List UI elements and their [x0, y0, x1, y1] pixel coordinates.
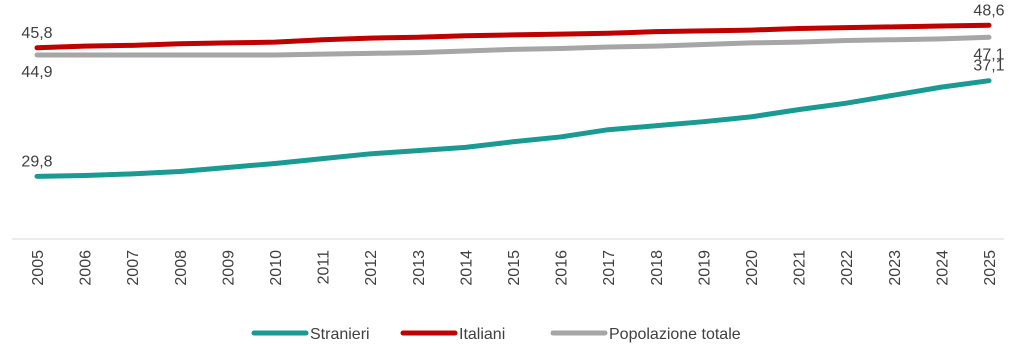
- x-tick-label: 2022: [839, 250, 856, 286]
- x-axis-tick-labels: 2005 2006 2007 2008 2009 2010 2011 2012 2013 2014…: [30, 250, 999, 286]
- x-tick-label: 2012: [363, 250, 380, 286]
- data-label: 48,6: [973, 2, 1004, 19]
- data-labels: 29,8 37,1 45,8 48,6 44,9 47,1: [21, 2, 1004, 170]
- data-label: 47,1: [973, 46, 1004, 63]
- series-line-italiani: [34, 22, 992, 51]
- x-tick-label: 2014: [458, 250, 475, 286]
- x-tick-label: 2019: [696, 250, 713, 286]
- x-tick-label: 2016: [554, 250, 571, 286]
- x-tick-label: 2010: [268, 250, 285, 286]
- data-label: 29,8: [21, 153, 52, 170]
- data-label: 45,8: [21, 25, 52, 42]
- x-tick-label: 2024: [934, 250, 951, 286]
- x-tick-label: 2015: [506, 250, 523, 286]
- x-tick-label: 2005: [30, 250, 47, 286]
- legend-label: Stranieri: [310, 326, 370, 343]
- x-tick-label: 2007: [125, 250, 142, 286]
- data-label: 44,9: [21, 64, 52, 81]
- legend: Stranieri Italiani Popolazione totale: [251, 326, 741, 343]
- x-tick-label: 2006: [78, 250, 95, 286]
- x-tick-label: 2013: [411, 250, 428, 286]
- legend-label: Popolazione totale: [609, 326, 741, 343]
- x-tick-label: 2018: [649, 250, 666, 286]
- x-tick-label: 2023: [887, 250, 904, 286]
- series-layer: [34, 22, 992, 179]
- legend-label: Italiani: [459, 326, 505, 343]
- x-tick-label: 2017: [601, 250, 618, 286]
- x-tick-label: 2020: [744, 250, 761, 286]
- x-tick-label: 2025: [982, 250, 999, 286]
- x-tick-label: 2009: [220, 250, 237, 286]
- x-tick-label: 2021: [792, 250, 809, 286]
- series-line-popolazione-totale: [34, 34, 992, 58]
- x-tick-label: 2011: [316, 250, 333, 285]
- series-line-stranieri: [34, 78, 992, 179]
- data-label: 37,1: [973, 58, 1004, 75]
- x-tick-label: 2008: [173, 250, 190, 286]
